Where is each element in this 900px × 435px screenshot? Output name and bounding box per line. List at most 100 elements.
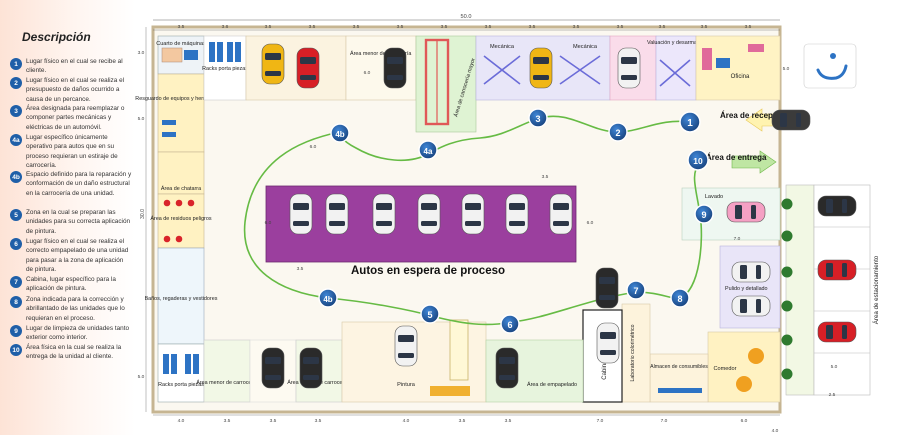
- car-window: [621, 75, 637, 80]
- car-body: [394, 325, 418, 367]
- green-strip: [785, 184, 815, 396]
- process-flow-path: [243, 115, 703, 326]
- marker-5-label: 5: [427, 310, 432, 320]
- description-item-7: 7 Cabina, lugar específico para la aplica…: [10, 275, 132, 294]
- description-text-9: Lugar de limpieza de unidades tanto exte…: [26, 325, 130, 342]
- storage-shelf-icon: [658, 388, 702, 393]
- car-window: [499, 357, 515, 364]
- top-dim: 3.5: [265, 24, 272, 30]
- description-item-1: 1 Lugar físico en el cual se recibe al cl…: [10, 57, 132, 76]
- car-window: [265, 357, 281, 364]
- dining-table-icon: [736, 376, 752, 392]
- car-window: [303, 375, 319, 380]
- car-icon: [296, 47, 320, 89]
- car-body: [726, 201, 766, 223]
- car-window: [293, 221, 309, 226]
- marker-4b-top-label: 4b: [335, 130, 344, 139]
- reception-label: Área de recepción: [720, 111, 789, 120]
- car-body: [817, 321, 857, 343]
- scrap-area-label: Área de chatarra: [161, 185, 201, 192]
- marker-1-badge: [679, 111, 701, 133]
- car-body: [549, 193, 573, 235]
- top-dim: 3.5: [309, 24, 316, 30]
- car-window: [387, 57, 403, 64]
- car-body: [299, 347, 323, 389]
- car-icon: [817, 321, 857, 343]
- car-body: [817, 195, 857, 217]
- marker-1-label: 1: [687, 118, 693, 129]
- rack-icon: [163, 354, 169, 374]
- marker-6-label: 6: [507, 320, 512, 330]
- bottom-dim: 4.0: [403, 418, 410, 424]
- description-number-2: 2: [10, 77, 22, 89]
- car-icon: [617, 47, 641, 89]
- top-dim: 3.5: [441, 24, 448, 30]
- description-text-1: Lugar físico en el cual se recibe al cli…: [26, 58, 123, 75]
- description-text-4b: Espacio definido para la reparación y co…: [26, 171, 132, 197]
- bottom-dim: 6.0: [741, 418, 748, 424]
- bottom-dim: 3.5: [505, 418, 512, 424]
- bottom-dim: 3.5: [459, 418, 466, 424]
- car-icon: [299, 347, 323, 389]
- car-window: [751, 205, 756, 219]
- marker-2: 2: [608, 122, 628, 142]
- description-item-5: 5 Zona en la cual se preparan las unidade…: [10, 208, 132, 236]
- marker-4b-bottom-label: 4b: [323, 295, 332, 304]
- marker-8-label: 8: [677, 294, 682, 304]
- car-window: [376, 221, 392, 226]
- description-text-3: Área designada para reemplazar o compone…: [26, 105, 125, 131]
- carroceria-menor-bottom-1: [203, 339, 251, 403]
- marker-4b-bottom: 4b: [318, 288, 338, 308]
- waste-bin-icon: [163, 235, 171, 243]
- car-window: [398, 335, 414, 342]
- wheelchair-icon: [830, 53, 836, 59]
- description-item-4b: 4b Espacio definido para la reparación y …: [10, 170, 132, 198]
- car-window: [300, 75, 316, 80]
- prep-station-icon: [449, 319, 469, 381]
- marker-8: 8: [670, 288, 690, 308]
- description-text-6: Lugar físico en el cual se realiza el co…: [26, 238, 129, 274]
- car-icon: [261, 347, 285, 389]
- tree-icon: [781, 230, 793, 242]
- lift-arm: [659, 59, 691, 87]
- dining-label: Comedor: [713, 366, 736, 372]
- car-icon: [529, 47, 553, 89]
- aisle-dim: 6.0: [310, 144, 317, 150]
- delivery-label: Área de entrega: [706, 153, 767, 162]
- total-width-label: 50.0: [461, 14, 472, 20]
- restrooms-label: Baños, regaderas y vestidores: [145, 296, 218, 302]
- accessible-parking: [803, 43, 857, 89]
- marker-7: 7: [626, 280, 646, 300]
- marker-7-label: 7: [633, 286, 638, 296]
- marker-9-badge: [694, 204, 714, 224]
- hazardous-waste-label: Área de residuos peligros: [150, 215, 211, 222]
- waiting-depth-dim: 6.0: [265, 220, 272, 226]
- top-dim: 3.5: [745, 24, 752, 30]
- car-window: [398, 353, 414, 358]
- bottom-dim: 3.5: [224, 418, 231, 424]
- car-body: [296, 47, 320, 89]
- car-body: [596, 322, 620, 364]
- washing-label: Lavado: [705, 194, 723, 200]
- color-lab: [621, 303, 651, 403]
- car-body: [372, 193, 396, 235]
- car-body: [817, 259, 857, 281]
- car-window: [599, 277, 615, 284]
- description-text-8: Zona indicada para la corrección y abril…: [26, 296, 125, 322]
- waiting-depth-dim: 6.0: [587, 220, 594, 226]
- car-window: [421, 203, 437, 210]
- car-window: [600, 332, 616, 339]
- car-icon: [325, 193, 349, 235]
- supplies-storage: [649, 353, 709, 403]
- car-window: [293, 203, 309, 210]
- appraisal-label: Valuación y desarmado: [647, 40, 703, 46]
- car-window: [465, 203, 481, 210]
- tool-cabinet-icon: [162, 132, 176, 137]
- color-lab-label: Laboratorio colorimétrico: [630, 324, 636, 381]
- car-window: [826, 263, 833, 277]
- car-window: [300, 57, 316, 64]
- car-icon: [261, 43, 285, 85]
- car-body: [495, 347, 519, 389]
- car-window: [303, 357, 319, 364]
